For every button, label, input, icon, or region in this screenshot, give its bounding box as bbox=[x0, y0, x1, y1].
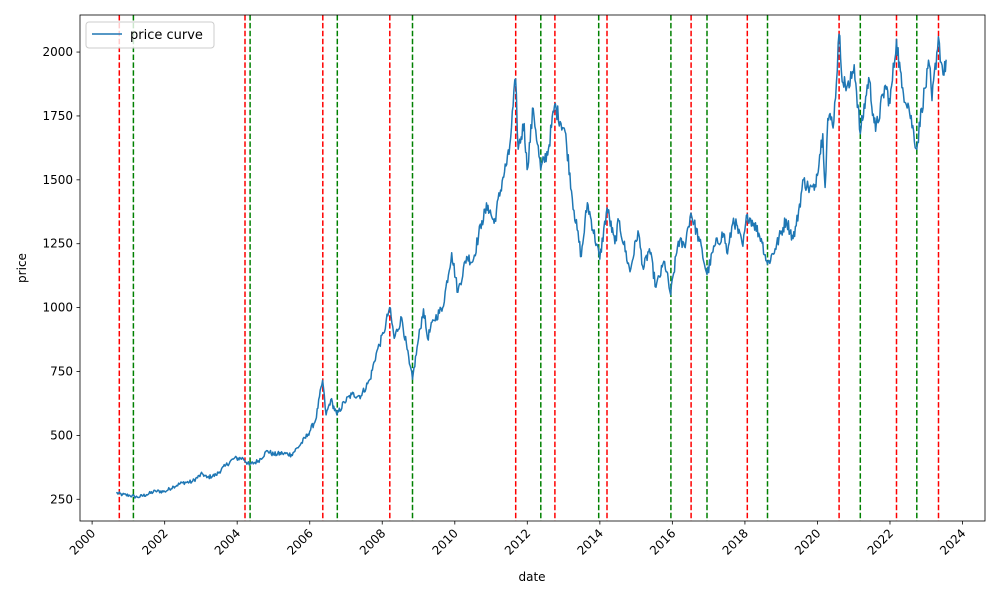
legend-frame bbox=[85, 21, 215, 49]
series-group bbox=[116, 33, 947, 499]
y-tick-label: 1750 bbox=[42, 109, 73, 123]
y-tick-label: 1250 bbox=[42, 237, 73, 251]
y-tick-label: 2000 bbox=[42, 45, 73, 59]
y-tick-label: 1000 bbox=[42, 301, 73, 315]
plot-frame bbox=[79, 14, 986, 522]
y-axis-label: price bbox=[15, 253, 29, 283]
price-curve-line bbox=[116, 33, 947, 499]
y-tick-label: 250 bbox=[50, 492, 73, 506]
y-tick-label: 750 bbox=[50, 365, 73, 379]
y-tick-label: 1500 bbox=[42, 173, 73, 187]
event-lines bbox=[118, 15, 940, 521]
x-axis-label: date bbox=[518, 570, 545, 584]
y-tick-label: 500 bbox=[50, 428, 73, 442]
y-axis: 250 500 750 1000 1250 1500 1750 2000 bbox=[42, 45, 80, 506]
legend: price curve bbox=[85, 21, 215, 49]
legend-label: price curve bbox=[130, 28, 203, 43]
